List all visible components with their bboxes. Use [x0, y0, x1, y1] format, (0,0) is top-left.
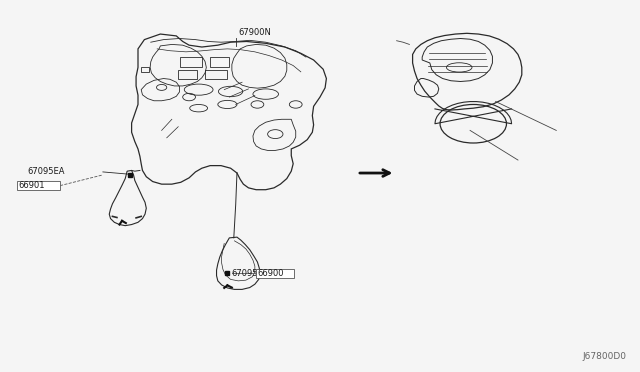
Text: 67095EA: 67095EA: [27, 167, 65, 176]
Text: 66901: 66901: [19, 181, 45, 190]
Text: 66900: 66900: [257, 269, 284, 278]
FancyBboxPatch shape: [256, 269, 294, 278]
Text: 67900N: 67900N: [238, 28, 271, 37]
Text: J67800D0: J67800D0: [582, 352, 627, 361]
Text: 67095E: 67095E: [232, 269, 264, 278]
FancyBboxPatch shape: [17, 181, 60, 190]
